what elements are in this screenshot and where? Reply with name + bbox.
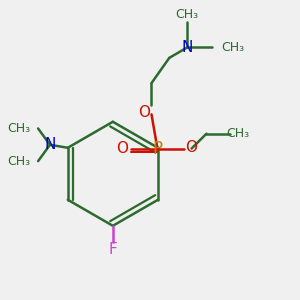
Text: N: N (182, 40, 193, 55)
Text: P: P (152, 140, 163, 158)
Text: CH₃: CH₃ (8, 154, 31, 168)
Text: CH₃: CH₃ (8, 122, 31, 135)
Text: CH₃: CH₃ (221, 41, 244, 54)
Text: O: O (186, 140, 198, 154)
Text: O: O (138, 105, 150, 120)
Text: CH₃: CH₃ (226, 127, 249, 140)
Text: O: O (116, 141, 128, 156)
Text: F: F (109, 242, 117, 257)
Text: CH₃: CH₃ (176, 8, 199, 21)
Text: N: N (44, 137, 56, 152)
